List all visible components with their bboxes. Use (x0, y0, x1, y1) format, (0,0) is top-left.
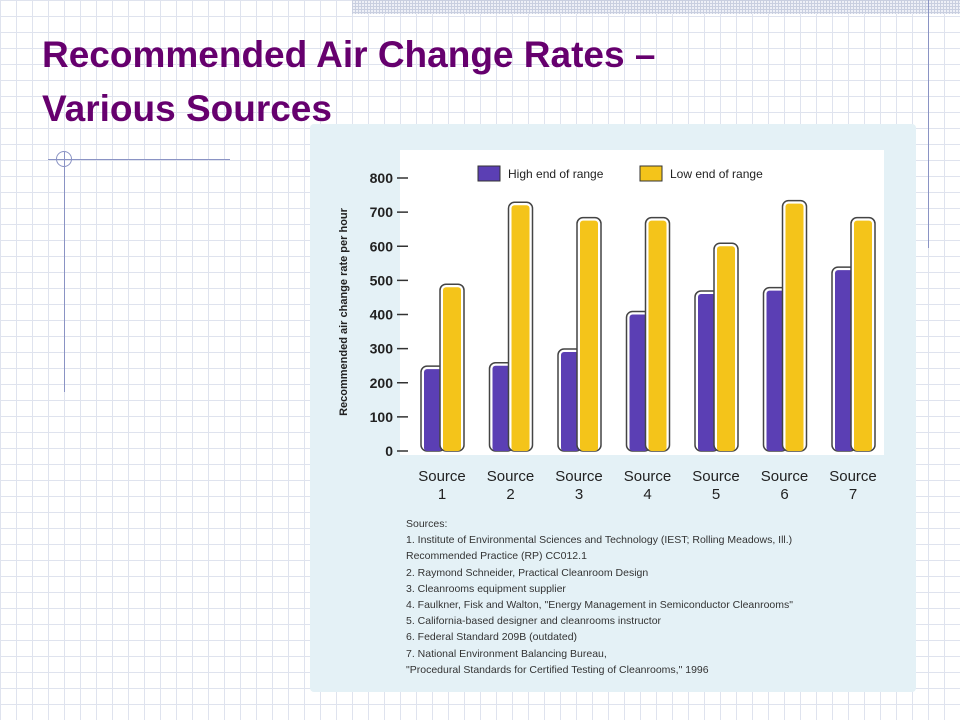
sources-line: Recommended Practice (RP) CC012.1 (406, 550, 587, 563)
legend-swatch (477, 165, 501, 182)
legend-swatch (639, 165, 663, 182)
bar-high (424, 369, 442, 451)
sources-heading: Sources: (406, 518, 448, 530)
bar-low (580, 220, 598, 451)
x-tick-label: Source (555, 468, 603, 485)
x-tick-label: Source (829, 468, 877, 485)
x-tick-label: 6 (780, 486, 788, 503)
bar-low (648, 220, 667, 451)
y-tick-label: 500 (370, 272, 394, 288)
sources-line: 7. National Environment Balancing Bureau… (406, 647, 607, 660)
bar-low (854, 220, 872, 451)
decorative-horizontal-line (48, 159, 230, 160)
bar-high (492, 365, 511, 451)
bar-high (766, 290, 785, 451)
bar-low (717, 246, 735, 451)
x-tick-label: 7 (849, 486, 857, 503)
bar-low (511, 205, 530, 451)
x-tick-label: Source (418, 468, 466, 485)
y-tick-label: 300 (370, 341, 394, 357)
x-tick-label: Source (624, 468, 672, 485)
y-tick-label: 600 (370, 238, 394, 254)
slide-title-line-2: Various Sources (42, 88, 332, 129)
sources-line: 6. Federal Standard 209B (outdated) (406, 631, 578, 644)
x-tick-label: 4 (643, 486, 651, 503)
bar-low (443, 287, 461, 451)
x-tick-label: Source (487, 468, 535, 485)
y-tick-label: 400 (370, 307, 394, 323)
sources-line: 5. California-based designer and cleanro… (406, 615, 662, 628)
legend-label: High end of range (508, 167, 604, 181)
y-tick-label: 100 (370, 409, 394, 425)
decorative-right-line (928, 0, 929, 248)
y-tick-label: 800 (370, 170, 394, 186)
bar-low (785, 203, 804, 451)
x-tick-label: 2 (506, 486, 514, 503)
decorative-left-line (64, 152, 65, 392)
decorative-circle (56, 151, 72, 167)
slide-title: Recommended Air Change Rates – Various S… (42, 28, 922, 136)
x-tick-label: 1 (438, 486, 446, 503)
y-tick-label: 0 (385, 443, 393, 459)
bar-high (629, 314, 648, 451)
decorative-top-strip (352, 0, 960, 14)
sources-line: 1. Institute of Environmental Sciences a… (406, 534, 793, 547)
sources-note: Sources: 1. Institute of Environmental S… (406, 516, 906, 678)
bar-high (698, 294, 716, 451)
bar-high (561, 352, 579, 451)
sources-line: 2. Raymond Schneider, Practical Cleanroo… (406, 566, 649, 579)
sources-line: 3. Cleanrooms equipment supplier (406, 582, 566, 595)
slide-title-line-1: Recommended Air Change Rates – (42, 34, 656, 75)
x-tick-label: Source (761, 468, 809, 485)
y-tick-label: 200 (370, 375, 394, 391)
bar-high (835, 270, 853, 451)
y-axis-label: Recommended air change rate per hour (338, 207, 350, 416)
legend-label: Low end of range (670, 167, 763, 181)
x-tick-label: Source (692, 468, 740, 485)
sources-line: "Procedural Standards for Certified Test… (406, 663, 709, 676)
y-tick-label: 700 (370, 204, 394, 220)
x-tick-label: 3 (575, 486, 583, 503)
x-tick-label: 5 (712, 486, 720, 503)
sources-line: 4. Faulkner, Fisk and Walton, "Energy Ma… (406, 599, 793, 612)
